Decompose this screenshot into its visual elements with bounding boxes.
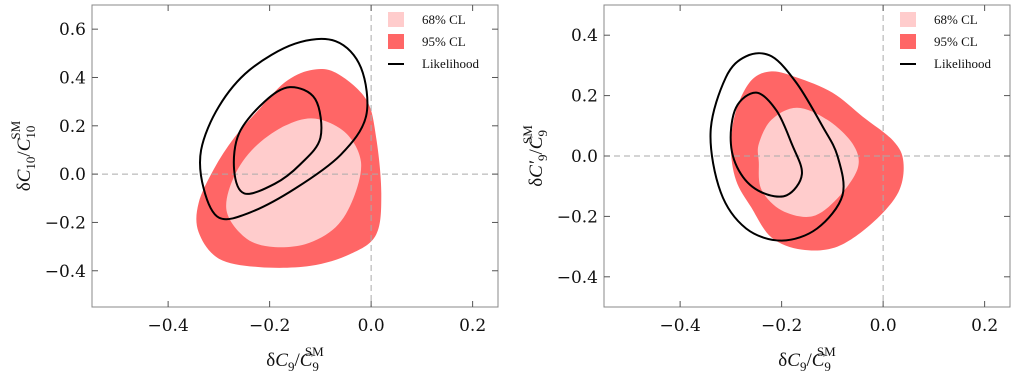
y-tick-label: 0.6 <box>59 20 86 40</box>
y-tick-label: 0.0 <box>571 147 598 167</box>
legend-label: Likelihood <box>934 56 992 71</box>
y-tick-label: −0.2 <box>557 207 598 227</box>
likelihood-contour-outer <box>199 37 369 221</box>
y-tick-label: 0.4 <box>59 68 86 88</box>
chart-panel-1: −0.4 −0.2 0.0 0.2 −0.4 −0.2 0.0 0.2 0.4 0.6 68% CL… <box>8 4 499 374</box>
y-axis-label: δC′9/C9SM <box>520 125 550 187</box>
legend: 68% CL 95% CL Likelihood <box>900 12 992 71</box>
y-tick-label: 0.2 <box>571 87 598 107</box>
cl68-region <box>757 107 859 217</box>
x-tick-label: −0.2 <box>761 316 802 336</box>
y-tick-label: 0.4 <box>571 26 598 46</box>
x-tick-label: 0.0 <box>870 316 897 336</box>
x-tick-label: 0.2 <box>459 316 486 336</box>
x-axis-label: δC9/C9SM <box>266 344 324 374</box>
likelihood-contour-inner <box>729 91 803 198</box>
legend-label: Likelihood <box>422 56 480 71</box>
y-tick-label: 0.2 <box>59 117 86 137</box>
likelihood-contour-inner <box>232 86 323 195</box>
legend-swatch-cl68 <box>388 12 404 27</box>
plot-frame <box>91 4 499 308</box>
y-tick-label: 0.0 <box>59 165 86 185</box>
legend-label: 68% CL <box>934 12 978 27</box>
x-tick-label: −0.2 <box>249 316 290 336</box>
chart-panel-2: −0.4 −0.2 0.0 0.2 −0.4 −0.2 0.0 0.2 0.4 68% CL 95%… <box>520 4 1011 374</box>
legend-swatch-cl95 <box>388 34 404 49</box>
x-tick-label: 0.0 <box>358 316 385 336</box>
likelihood-contour-outer <box>709 52 845 242</box>
x-tick-label: −0.4 <box>659 316 700 336</box>
y-axis-label: δC10/C10SM <box>8 120 38 191</box>
legend-swatch-cl68 <box>900 12 916 27</box>
x-tick-label: −0.4 <box>147 316 188 336</box>
x-tick-label: 0.2 <box>971 316 998 336</box>
y-tick-label: −0.4 <box>557 268 598 288</box>
cl68-region <box>226 118 362 248</box>
y-tick-label: −0.4 <box>45 262 86 282</box>
x-axis-label: δC9/C9SM <box>778 344 836 374</box>
legend-label: 95% CL <box>934 34 978 49</box>
y-tick-label: −0.2 <box>45 213 86 233</box>
legend-swatch-cl95 <box>900 34 916 49</box>
legend: 68% CL 95% CL Likelihood <box>388 12 480 71</box>
legend-label: 68% CL <box>422 12 466 27</box>
legend-label: 95% CL <box>422 34 466 49</box>
